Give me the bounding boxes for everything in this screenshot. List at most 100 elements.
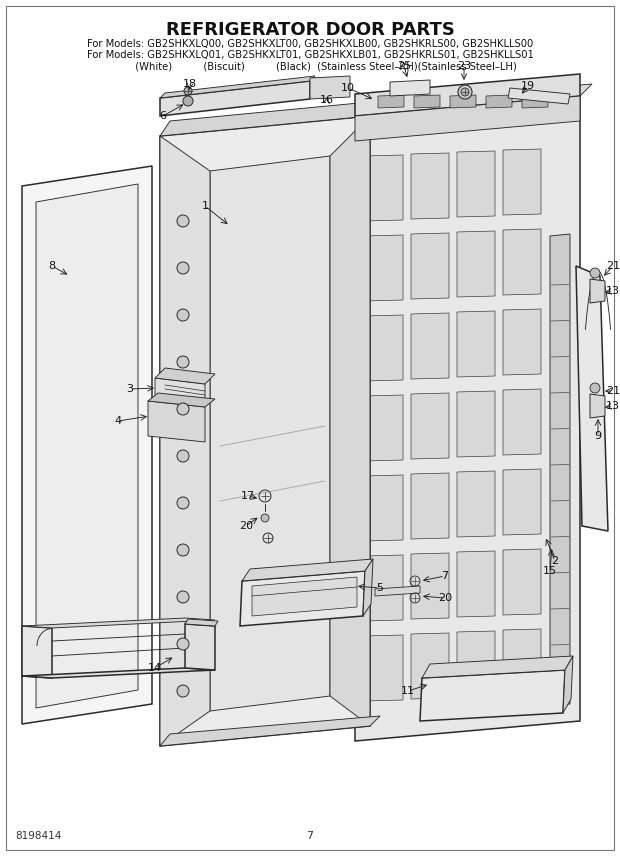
Polygon shape — [457, 551, 495, 617]
Polygon shape — [422, 656, 573, 678]
Polygon shape — [160, 136, 210, 746]
Circle shape — [177, 450, 189, 462]
Polygon shape — [590, 279, 605, 303]
Polygon shape — [457, 311, 495, 377]
Polygon shape — [210, 156, 330, 711]
Text: For Models: GB2SHKXLQ01, GB2SHKXLT01, GB2SHKXLB01, GB2SHKRLS01, GB2SHKLLS01: For Models: GB2SHKXLQ01, GB2SHKXLT01, GB… — [87, 50, 533, 60]
Circle shape — [177, 403, 189, 415]
Polygon shape — [457, 471, 495, 537]
Circle shape — [261, 514, 269, 522]
Text: 4: 4 — [115, 416, 122, 426]
Polygon shape — [563, 656, 573, 713]
Polygon shape — [590, 394, 605, 418]
Circle shape — [177, 262, 189, 274]
Text: 9: 9 — [595, 431, 601, 441]
Polygon shape — [160, 716, 380, 746]
Text: 14: 14 — [148, 663, 162, 673]
Polygon shape — [160, 76, 315, 98]
Text: 25: 25 — [397, 61, 411, 71]
Polygon shape — [414, 95, 440, 108]
Polygon shape — [411, 313, 449, 379]
Text: 21: 21 — [606, 386, 620, 396]
Polygon shape — [375, 586, 420, 596]
Polygon shape — [22, 626, 52, 678]
Polygon shape — [522, 95, 548, 108]
Polygon shape — [378, 95, 404, 108]
Polygon shape — [155, 378, 205, 407]
Polygon shape — [363, 559, 373, 616]
Text: 19: 19 — [521, 81, 535, 91]
Text: 3: 3 — [126, 384, 133, 394]
Circle shape — [177, 685, 189, 697]
Text: 11: 11 — [401, 686, 415, 696]
Polygon shape — [503, 229, 541, 295]
Polygon shape — [240, 571, 365, 626]
Polygon shape — [22, 166, 152, 724]
Text: 23: 23 — [457, 61, 471, 71]
Polygon shape — [365, 635, 403, 701]
Text: REFRIGERATOR DOOR PARTS: REFRIGERATOR DOOR PARTS — [166, 21, 454, 39]
Polygon shape — [242, 559, 373, 581]
Polygon shape — [503, 469, 541, 535]
Polygon shape — [185, 619, 218, 626]
Circle shape — [590, 383, 600, 393]
Text: 18: 18 — [183, 79, 197, 89]
Circle shape — [461, 88, 469, 96]
Polygon shape — [22, 668, 215, 678]
Circle shape — [177, 309, 189, 321]
Polygon shape — [365, 235, 403, 301]
Polygon shape — [457, 231, 495, 297]
Text: 2: 2 — [551, 556, 559, 566]
Polygon shape — [457, 631, 495, 697]
Circle shape — [458, 85, 472, 99]
Polygon shape — [457, 391, 495, 457]
Text: (White)          (Biscuit)          (Black)  (Stainless Steel–RH)(Stainless Stee: (White) (Biscuit) (Black) (Stainless Ste… — [104, 61, 516, 71]
Circle shape — [177, 638, 189, 650]
Polygon shape — [450, 95, 476, 108]
Text: 20: 20 — [239, 521, 253, 531]
Polygon shape — [365, 475, 403, 541]
Polygon shape — [355, 96, 580, 141]
Circle shape — [183, 96, 193, 106]
Polygon shape — [185, 624, 215, 670]
Polygon shape — [503, 389, 541, 455]
Circle shape — [177, 497, 189, 509]
Polygon shape — [160, 81, 310, 116]
Text: 21: 21 — [606, 261, 620, 271]
Polygon shape — [550, 234, 570, 706]
Polygon shape — [355, 74, 580, 116]
Polygon shape — [355, 84, 592, 116]
Text: 8: 8 — [48, 261, 56, 271]
Text: 6: 6 — [159, 111, 167, 121]
Polygon shape — [310, 76, 350, 99]
Polygon shape — [457, 151, 495, 217]
Polygon shape — [22, 618, 215, 628]
Polygon shape — [148, 393, 215, 407]
Polygon shape — [155, 368, 215, 384]
Text: 15: 15 — [543, 566, 557, 576]
Text: 8198414: 8198414 — [15, 831, 61, 841]
Polygon shape — [252, 577, 357, 616]
Circle shape — [177, 215, 189, 227]
Polygon shape — [411, 473, 449, 539]
Polygon shape — [411, 233, 449, 299]
Circle shape — [177, 356, 189, 368]
Polygon shape — [148, 401, 205, 442]
Text: 20: 20 — [438, 593, 452, 603]
Polygon shape — [365, 395, 403, 461]
Polygon shape — [503, 309, 541, 375]
Polygon shape — [576, 266, 608, 531]
Text: 13: 13 — [606, 401, 620, 411]
Polygon shape — [330, 116, 370, 726]
Text: 5: 5 — [376, 583, 384, 593]
Polygon shape — [355, 96, 580, 741]
Polygon shape — [365, 315, 403, 381]
Polygon shape — [508, 88, 570, 104]
Polygon shape — [503, 549, 541, 615]
Text: 13: 13 — [606, 286, 620, 296]
Polygon shape — [411, 393, 449, 459]
Polygon shape — [411, 553, 449, 619]
Polygon shape — [365, 555, 403, 621]
Polygon shape — [411, 153, 449, 219]
Text: 17: 17 — [241, 491, 255, 501]
